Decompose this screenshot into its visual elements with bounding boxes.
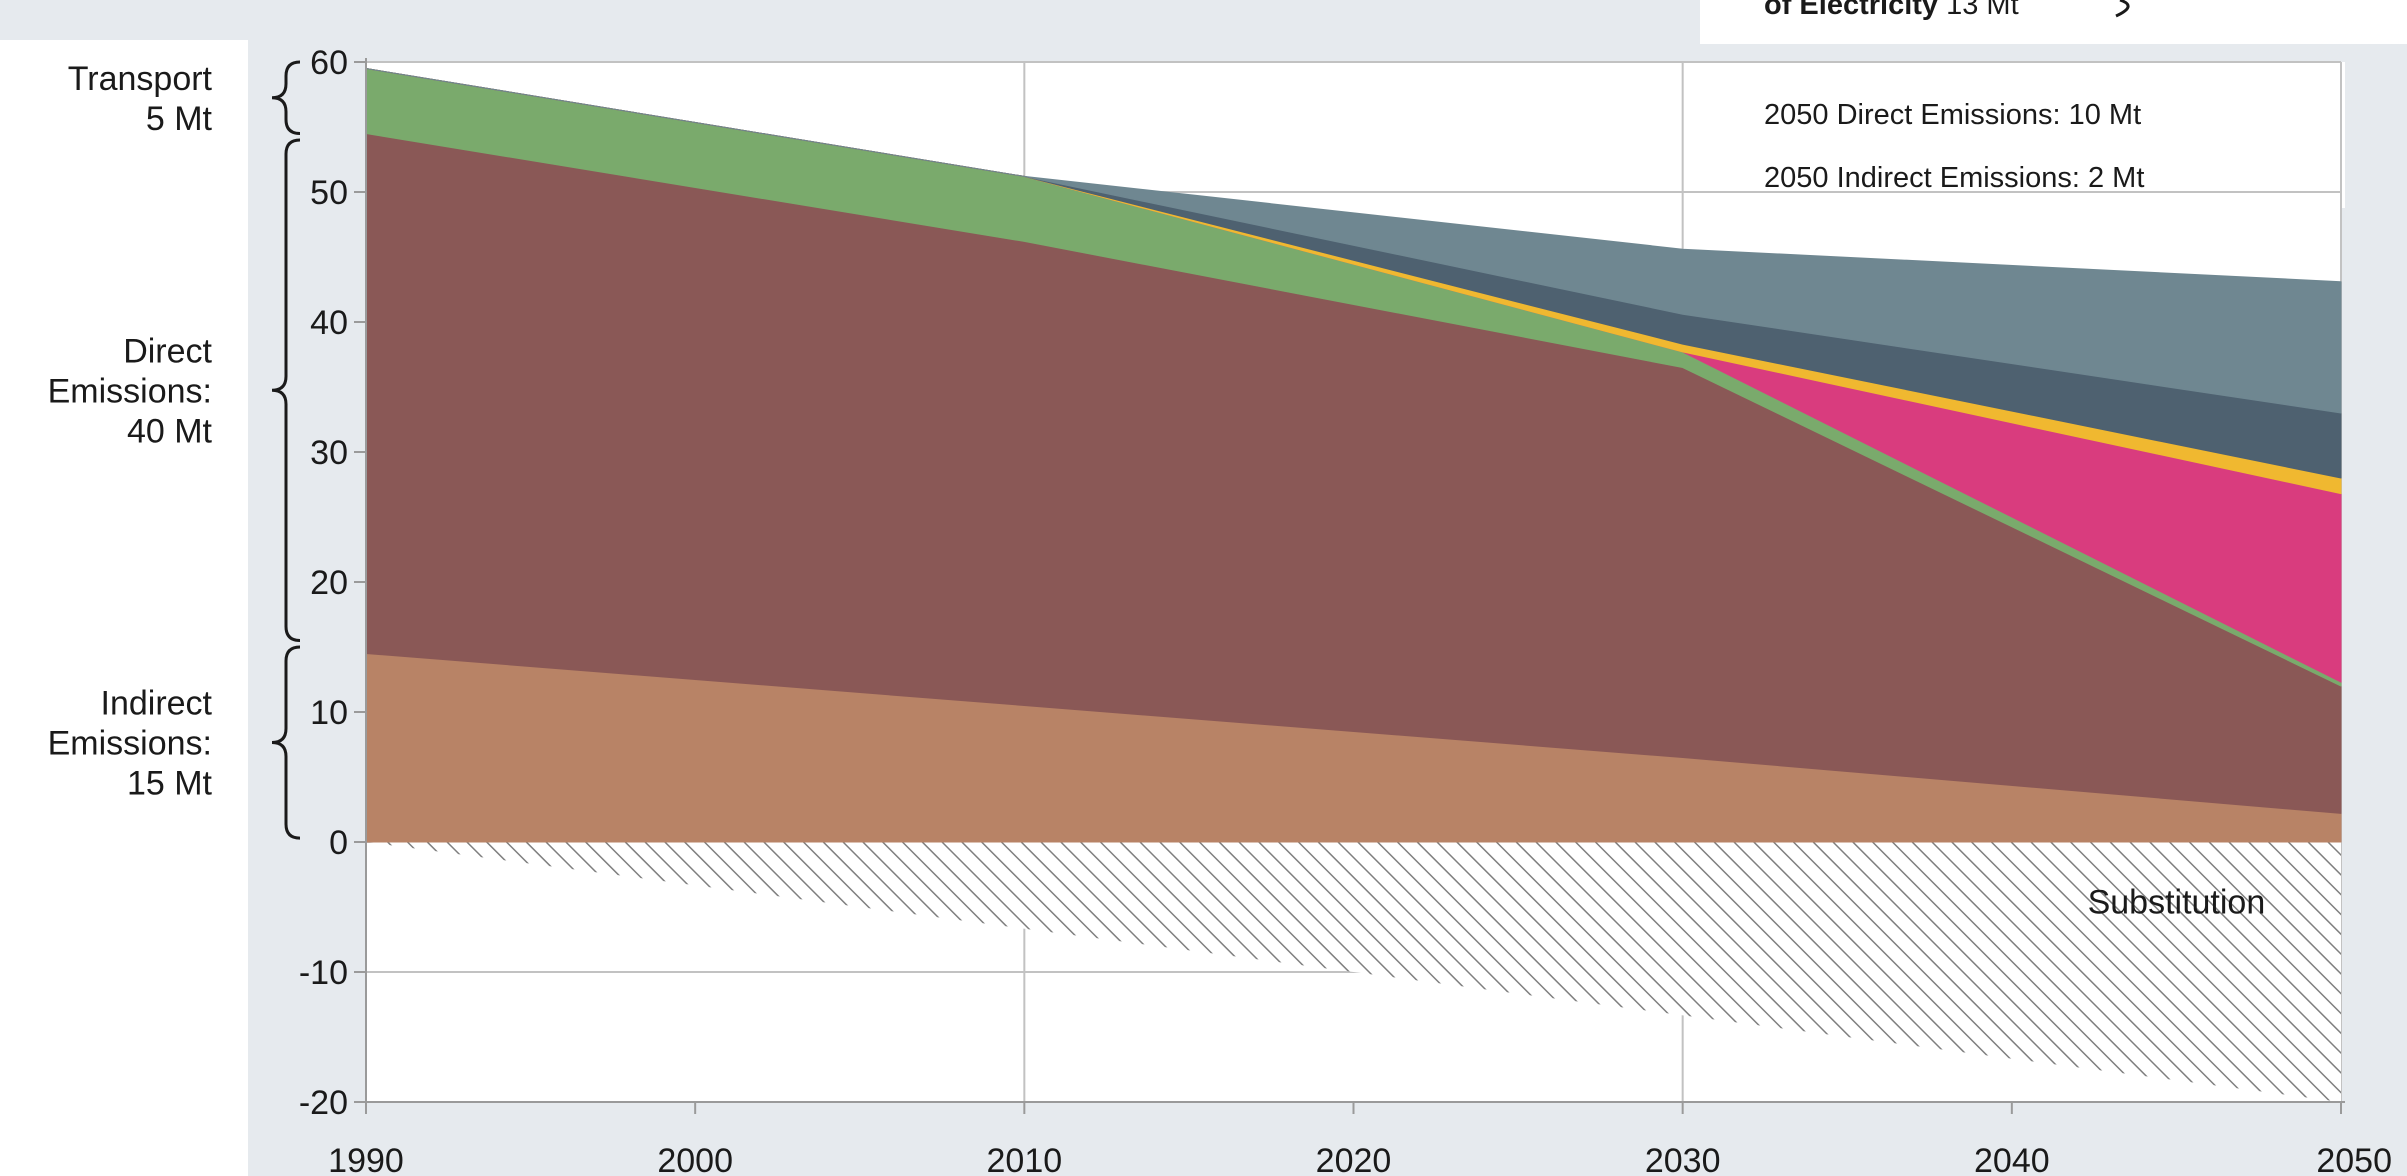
x-tick-label-2040: 2040 [1974, 1142, 2050, 1176]
side-label-1-1: Emissions: [48, 372, 212, 410]
side-label-2-0: Indirect [101, 685, 213, 723]
area-light-slate [365, 68, 2342, 414]
top-note-background [1700, 0, 2407, 44]
brace-icon-2 [271, 645, 301, 840]
side-label-0-0: Transport [68, 60, 213, 98]
x-tick-label-2000: 2000 [657, 1142, 733, 1176]
brace-icon-1 [271, 138, 301, 642]
side-label-1-0: Direct [123, 332, 212, 370]
x-tick-label-2050: 2050 [2316, 1142, 2392, 1176]
x-tick-label-2010: 2010 [987, 1142, 1063, 1176]
y-tick-label-0: 0 [329, 824, 348, 862]
y-tick-label-50: 50 [310, 174, 348, 212]
svg-text:of Electricity 13 Mt: of Electricity 13 Mt [1764, 0, 2019, 21]
y-tick-label-10: 10 [310, 694, 348, 732]
y-tick-label-20: 20 [310, 564, 348, 602]
x-tick-label-2020: 2020 [1316, 1142, 1392, 1176]
left-label-background [0, 40, 248, 1176]
annotation-electricity-value: 13 Mt [1938, 0, 2019, 21]
annotation-electricity-label: of Electricity [1764, 0, 1938, 21]
x-tick-label-2030: 2030 [1645, 1142, 1721, 1176]
y-tick-label-60: 60 [310, 44, 348, 82]
top-annotation: of Electricity 13 Mt [1764, 0, 2130, 21]
side-label-1-2: 40 Mt [127, 412, 213, 450]
substitution-label: Substitution [2088, 884, 2266, 922]
side-label-2-1: Emissions: [48, 725, 212, 763]
x-tick-label-1990: 1990 [328, 1142, 404, 1176]
annotation-panel [1700, 62, 2345, 208]
side-label-2-2: 15 Mt [127, 765, 213, 803]
y-tick-label--20: -20 [299, 1084, 348, 1122]
annotation-direct-2050: 2050 Direct Emissions: 10 Mt [1764, 99, 2141, 131]
y-tick-label-40: 40 [310, 304, 348, 342]
side-label-0-1: 5 Mt [146, 100, 213, 138]
brace-icon-0 [271, 60, 301, 135]
y-tick-label--10: -10 [299, 954, 348, 992]
stacked-areas [365, 68, 2342, 1102]
substitution-area [366, 842, 2341, 1102]
annotation-indirect-2050: 2050 Indirect Emissions: 2 Mt [1764, 162, 2144, 194]
annotation-brace-icon [2115, 0, 2130, 18]
y-tick-label-30: 30 [310, 434, 348, 472]
